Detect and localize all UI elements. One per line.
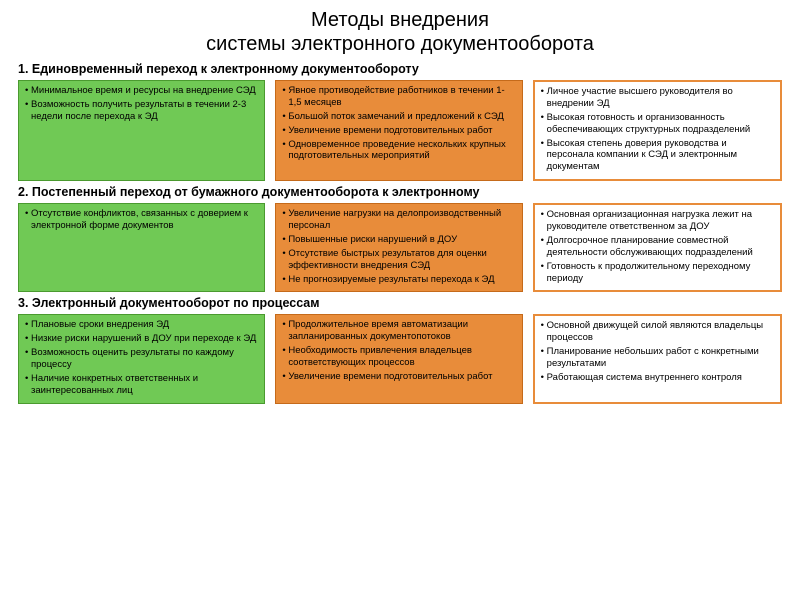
box-3-2: Продолжительное время автоматизации запл… xyxy=(275,314,522,403)
box-list: Отсутствие конфликтов, связанных с довер… xyxy=(25,208,258,232)
box-1-2: Явное противодействие работников в течен… xyxy=(275,80,522,181)
box-1-3: Личное участие высшего руководителя во в… xyxy=(533,80,782,181)
list-item: Основная организационная нагрузка лежит … xyxy=(541,209,774,233)
list-item: Наличие конкретных ответственных и заинт… xyxy=(25,373,258,397)
box-2-3: Основная организационная нагрузка лежит … xyxy=(533,203,782,292)
box-list: Продолжительное время автоматизации запл… xyxy=(282,319,515,382)
list-item: Увеличение нагрузки на делопроизводствен… xyxy=(282,208,515,232)
sections-container: 1. Единовременный переход к электронному… xyxy=(18,62,782,404)
list-item: Не прогнозируемые результаты перехода к … xyxy=(282,274,515,286)
list-item: Одновременное проведение нескольких круп… xyxy=(282,139,515,163)
list-item: Долгосрочное планирование совместной дея… xyxy=(541,235,774,259)
list-item: Низкие риски нарушений в ДОУ при переход… xyxy=(25,333,258,345)
list-item: Высокая готовность и организованность об… xyxy=(541,112,774,136)
box-list: Личное участие высшего руководителя во в… xyxy=(541,86,774,173)
box-2-1: Отсутствие конфликтов, связанных с довер… xyxy=(18,203,265,292)
box-3-1: Плановые сроки внедрения ЭД Низкие риски … xyxy=(18,314,265,403)
list-item: Минимальное время и ресурсы на внедрение… xyxy=(25,85,258,97)
title-line2: системы электронного документооборота xyxy=(206,33,594,55)
box-list: Основной движущей силой являются владель… xyxy=(541,320,774,383)
list-item: Увеличение времени подготовительных рабо… xyxy=(282,371,515,383)
section-heading-2: 2. Постепенный переход от бумажного доку… xyxy=(18,185,782,199)
list-item: Продолжительное время автоматизации запл… xyxy=(282,319,515,343)
box-list: Плановые сроки внедрения ЭД Низкие риски … xyxy=(25,319,258,396)
box-2-2: Увеличение нагрузки на делопроизводствен… xyxy=(275,203,522,292)
list-item: Основной движущей силой являются владель… xyxy=(541,320,774,344)
list-item: Повышенные риски нарушений в ДОУ xyxy=(282,234,515,246)
page-title: Методы внедрения системы электронного до… xyxy=(18,8,782,56)
box-list: Минимальное время и ресурсы на внедрение… xyxy=(25,85,258,123)
list-item: Работающая система внутреннего контроля xyxy=(541,372,774,384)
section-heading-1: 1. Единовременный переход к электронному… xyxy=(18,62,782,76)
list-item: Готовность к продолжительному переходном… xyxy=(541,261,774,285)
list-item: Отсутствие быстрых результатов для оценк… xyxy=(282,248,515,272)
box-1-1: Минимальное время и ресурсы на внедрение… xyxy=(18,80,265,181)
box-3-3: Основной движущей силой являются владель… xyxy=(533,314,782,403)
box-list: Явное противодействие работников в течен… xyxy=(282,85,515,162)
title-line1: Методы внедрения xyxy=(311,9,489,31)
list-item: Высокая степень доверия руководства и пе… xyxy=(541,138,774,174)
section-row-3: Плановые сроки внедрения ЭД Низкие риски … xyxy=(18,314,782,403)
section-row-2: Отсутствие конфликтов, связанных с довер… xyxy=(18,203,782,292)
list-item: Явное противодействие работников в течен… xyxy=(282,85,515,109)
list-item: Большой поток замечаний и предложений к … xyxy=(282,111,515,123)
list-item: Необходимость привлечения владельцев соо… xyxy=(282,345,515,369)
section-row-1: Минимальное время и ресурсы на внедрение… xyxy=(18,80,782,181)
list-item: Отсутствие конфликтов, связанных с довер… xyxy=(25,208,258,232)
list-item: Возможность оценить результаты по каждом… xyxy=(25,347,258,371)
list-item: Личное участие высшего руководителя во в… xyxy=(541,86,774,110)
box-list: Увеличение нагрузки на делопроизводствен… xyxy=(282,208,515,285)
box-list: Основная организационная нагрузка лежит … xyxy=(541,209,774,284)
list-item: Увеличение времени подготовительных рабо… xyxy=(282,125,515,137)
list-item: Планирование небольших работ с конкретны… xyxy=(541,346,774,370)
section-heading-3: 3. Электронный документооборот по процес… xyxy=(18,296,782,310)
list-item: Возможность получить результаты в течени… xyxy=(25,99,258,123)
list-item: Плановые сроки внедрения ЭД xyxy=(25,319,258,331)
